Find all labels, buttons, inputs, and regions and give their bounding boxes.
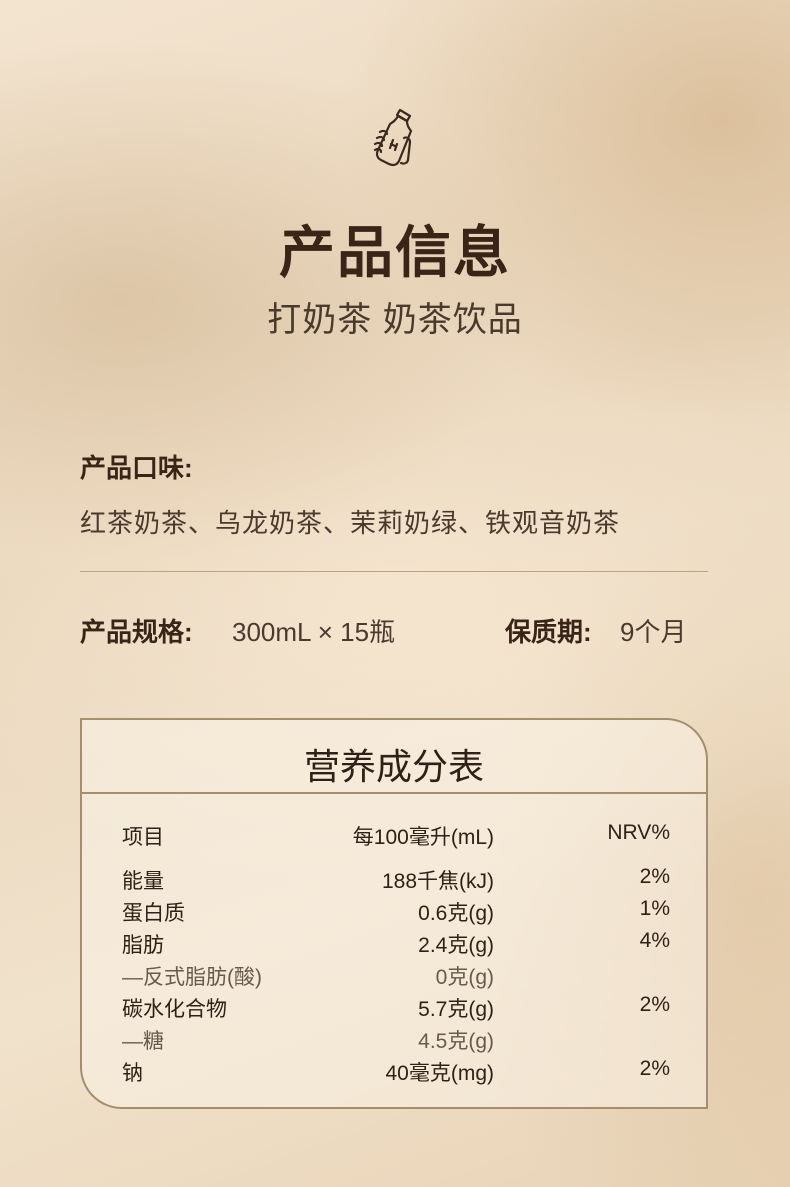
nutrition-table: 营养成分表 项目 每100毫升(mL) NRV% 能量 188千焦(kJ) 2% 蛋白… (80, 718, 708, 1109)
nutrition-table-divider (82, 792, 706, 794)
cell-nrv: 4% (639, 929, 670, 952)
cell-nrv: 2% (639, 993, 670, 1016)
cell-amount: 5.7克(g) (418, 998, 494, 1021)
cell-nrv: 2% (639, 1057, 670, 1080)
cell-amount: 0.6克(g) (418, 902, 494, 925)
table-header-row: 项目 每100毫升(mL) NRV% (82, 821, 706, 851)
flavor-label: 产品口味: (80, 453, 193, 483)
table-row: 钠 40毫克(mg) 2% (82, 1057, 706, 1087)
header-nrv: NRV% (607, 821, 670, 844)
table-row: 脂肪 2.4克(g) 4% (82, 929, 706, 959)
cell-item: —糖 (122, 1030, 164, 1053)
flavor-value: 红茶奶茶、乌龙奶茶、茉莉奶绿、铁观音奶茶 (80, 508, 621, 538)
table-row: 碳水化合物 5.7克(g) 2% (82, 993, 706, 1023)
cell-amount: 4.5克(g) (418, 1030, 494, 1053)
table-row: 能量 188千焦(kJ) 2% (82, 865, 706, 895)
cell-amount: 0克(g) (435, 966, 494, 989)
cell-amount: 2.4克(g) (418, 934, 494, 957)
cell-amount: 40毫克(mg) (385, 1062, 494, 1085)
cell-item: 能量 (122, 870, 164, 893)
table-row: —反式脂肪(酸) 0克(g) (82, 961, 706, 991)
shelf-life-label: 保质期: (505, 617, 592, 647)
table-row: 蛋白质 0.6克(g) 1% (82, 897, 706, 927)
divider (80, 571, 708, 572)
hand-holding-bottle-icon (373, 108, 413, 167)
cell-item: 蛋白质 (122, 902, 185, 925)
nutrition-table-title: 营养成分表 (303, 746, 484, 787)
page-title: 产品信息 (279, 221, 511, 284)
shelf-life-value: 9个月 (620, 617, 687, 647)
header-item: 项目 (122, 826, 164, 849)
spec-label: 产品规格: (80, 617, 193, 647)
cell-nrv: 1% (639, 897, 670, 920)
cell-item: 钠 (122, 1062, 143, 1085)
cell-item: 碳水化合物 (122, 998, 227, 1021)
header-amount: 每100毫升(mL) (352, 826, 494, 849)
cell-amount: 188千焦(kJ) (381, 870, 494, 893)
page-subtitle: 打奶茶 奶茶饮品 (267, 301, 523, 339)
spec-value: 300mL × 15瓶 (232, 617, 396, 647)
cell-item: 脂肪 (122, 934, 164, 957)
table-row: —糖 4.5克(g) (82, 1025, 706, 1055)
cell-item: —反式脂肪(酸) (122, 966, 262, 989)
cell-nrv: 2% (639, 865, 670, 888)
